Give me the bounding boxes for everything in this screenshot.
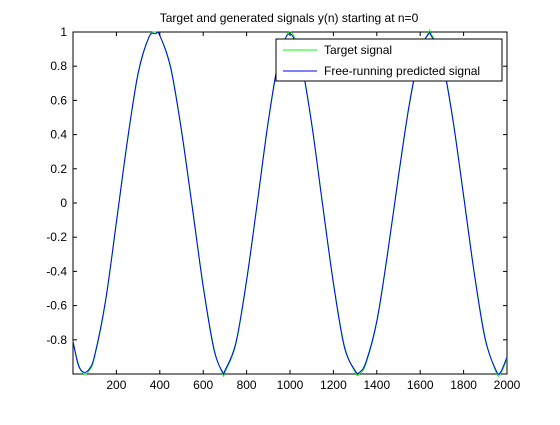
legend: Target signal Free-running predicted sig… <box>275 38 503 82</box>
legend-label-predicted: Free-running predicted signal <box>324 64 480 78</box>
y-tick-label: -0.4 <box>46 264 67 278</box>
y-tick-label: 0.4 <box>50 128 67 142</box>
x-tick-label: 600 <box>193 378 213 392</box>
y-tick-label: 0.2 <box>50 162 67 176</box>
legend-box <box>275 38 503 82</box>
x-tick-label: 2000 <box>494 378 521 392</box>
x-tick-label: 1000 <box>277 378 304 392</box>
x-tick-label: 1200 <box>320 378 347 392</box>
y-tick-label: -0.8 <box>46 333 67 347</box>
x-tick-label: 1400 <box>363 378 390 392</box>
x-tick-label: 1800 <box>450 378 477 392</box>
y-tick-label: 0.6 <box>50 93 67 107</box>
legend-label-target: Target signal <box>324 43 392 57</box>
y-tick-label: -0.2 <box>46 230 67 244</box>
x-tick-label: 200 <box>106 378 126 392</box>
x-tick-label: 1600 <box>407 378 434 392</box>
tick-layer: 200 400 600 800 1000 1200 1400 1600 1800 2000 -0.8… <box>46 25 520 392</box>
plot-area <box>72 31 508 375</box>
x-tick-label: 400 <box>150 378 170 392</box>
y-tick-label: 1 <box>60 25 67 39</box>
x-tick-label: 800 <box>237 378 257 392</box>
y-tick-label: -0.6 <box>46 299 67 313</box>
chart-title: Target and generated signals y(n) starti… <box>160 11 419 25</box>
y-tick-label: 0.8 <box>50 59 67 73</box>
y-tick-label: 0 <box>60 196 67 210</box>
